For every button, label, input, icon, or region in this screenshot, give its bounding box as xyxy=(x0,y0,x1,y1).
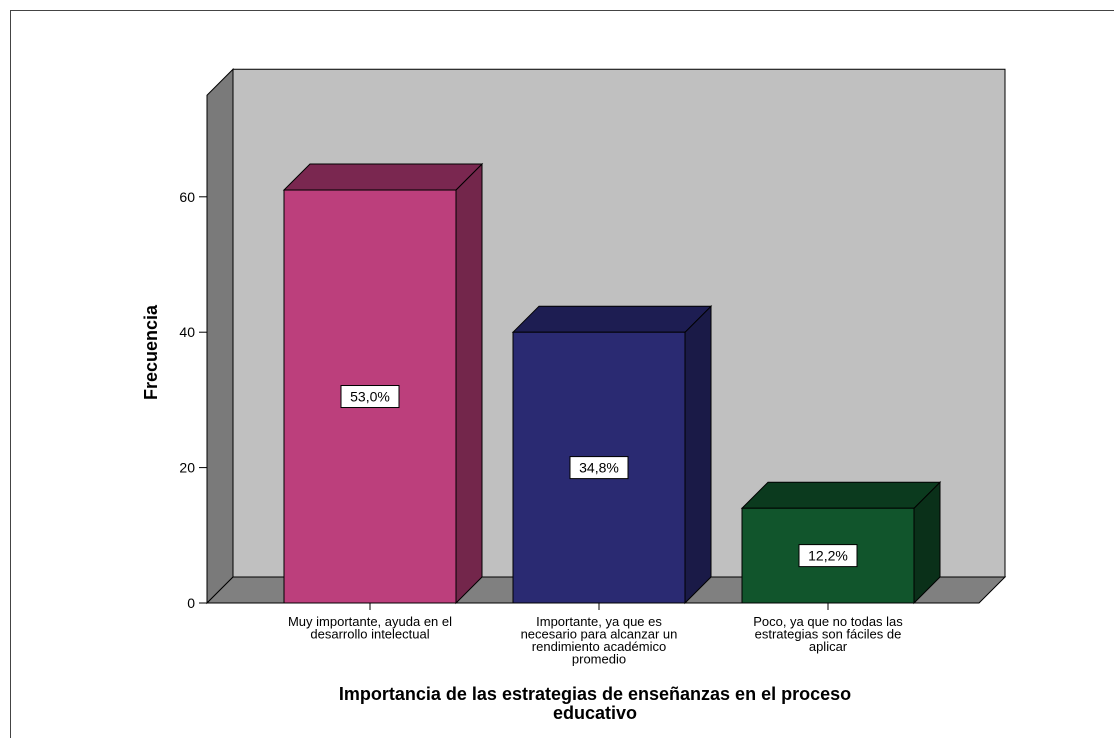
x-tick-label: Muy importante, ayuda en el xyxy=(288,614,452,629)
data-label-box xyxy=(798,544,858,568)
chart-left-wall xyxy=(206,68,234,605)
y-tick-label: 40 xyxy=(179,324,195,340)
data-label-box xyxy=(569,456,629,480)
x-tick-label: aplicar xyxy=(809,639,848,654)
x-tick-label: Importante, ya que es xyxy=(536,614,662,629)
chart-frame: 0 20 40 60 Frecuencia 53,0% Muy importante, ay… xyxy=(10,10,1114,738)
x-tick-label: rendimiento académico xyxy=(532,639,666,654)
bar-side xyxy=(684,304,712,605)
bar-top xyxy=(740,481,942,509)
bar-side xyxy=(455,162,483,605)
x-tick-label: promedio xyxy=(572,652,626,667)
data-label-box xyxy=(340,385,400,409)
x-axis-label: Importancia de las estrategias de enseña… xyxy=(339,684,851,704)
x-tick-label: necesario para alcanzar un xyxy=(521,627,678,642)
bar-top xyxy=(282,163,484,191)
bar-chart: 0 20 40 60 Frecuencia 53,0% Muy importante, ay… xyxy=(141,68,1007,723)
y-tick-label: 0 xyxy=(187,595,195,611)
data-label: 53,0% xyxy=(350,389,390,405)
x-tick-label: estrategias son fáciles de xyxy=(755,627,902,642)
y-tick-label: 20 xyxy=(179,460,195,476)
x-tick-label: Poco, ya que no todas las xyxy=(753,614,903,629)
bar-top xyxy=(511,305,713,333)
x-axis-label: educativo xyxy=(553,703,637,723)
data-label: 34,8% xyxy=(579,460,619,476)
y-tick-label: 60 xyxy=(179,189,195,205)
data-label: 12,2% xyxy=(808,548,848,564)
y-axis-label: Frecuencia xyxy=(141,304,161,400)
x-tick-label: desarrollo intelectual xyxy=(310,627,429,642)
